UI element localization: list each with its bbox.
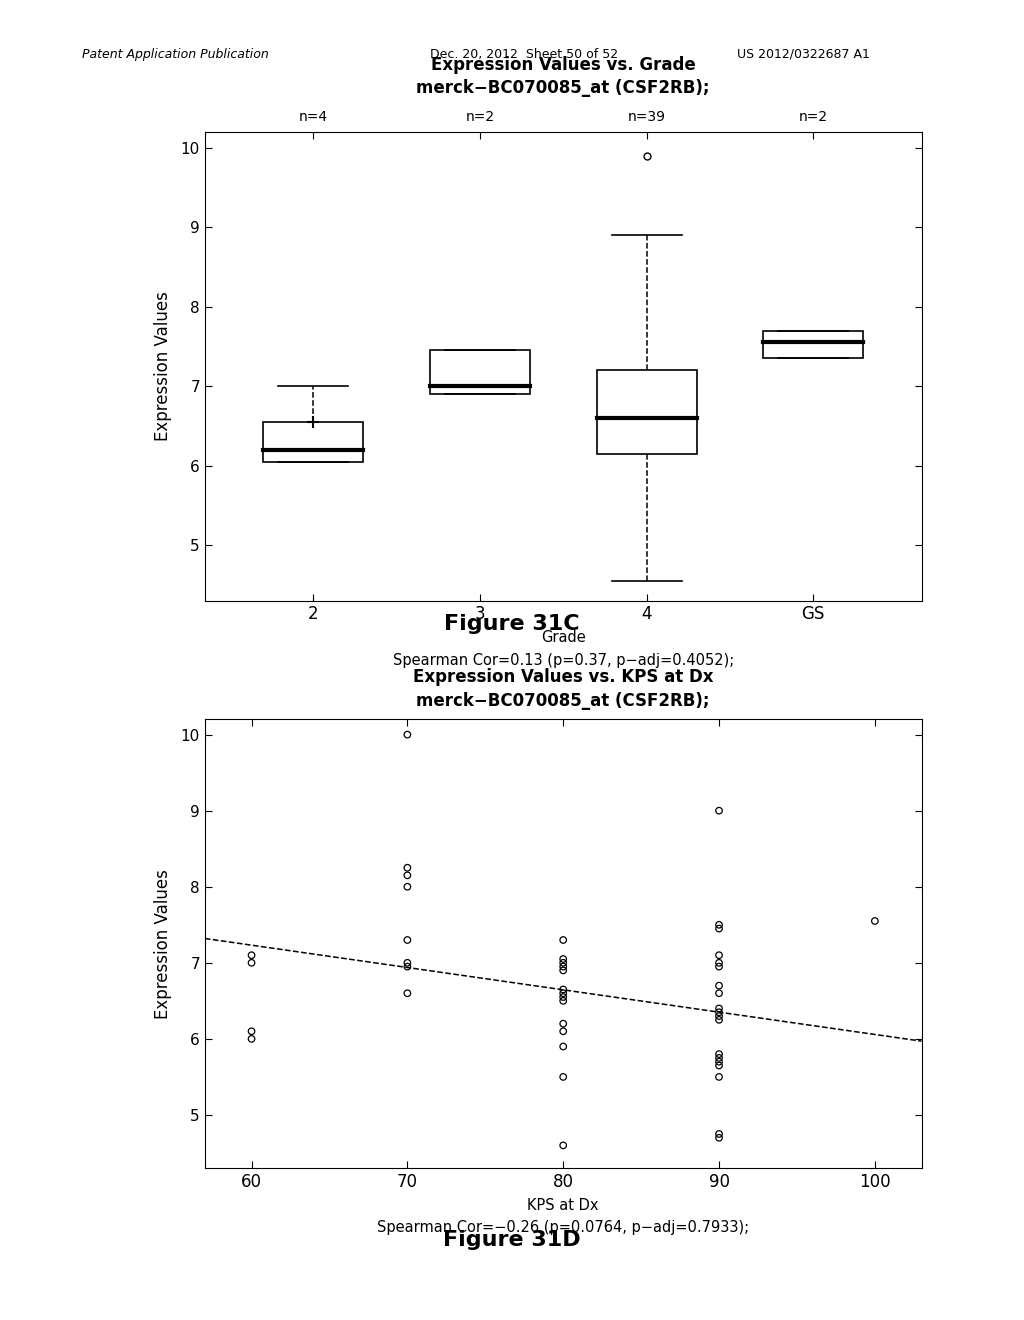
Point [399,929,416,950]
Point [555,960,571,981]
Y-axis label: Expression Values: Expression Values [155,869,172,1019]
Point [711,998,727,1019]
Point [555,990,571,1011]
Point [866,911,883,932]
Text: n=2: n=2 [465,110,495,124]
Title: Expression Values vs. Grade
merck−BC070085_at (CSF2RB);: Expression Values vs. Grade merck−BC0700… [417,55,710,98]
Point [399,725,416,746]
Point [711,975,727,997]
Point [711,917,727,939]
Point [711,1067,727,1088]
Bar [430,350,529,395]
Text: n=2: n=2 [799,110,827,124]
Point [711,952,727,973]
Point [555,982,571,1003]
Point [711,1055,727,1076]
Point [711,1010,727,1031]
Point [555,956,571,977]
Point [711,915,727,936]
Point [555,1014,571,1035]
Point [711,1006,727,1027]
Point [711,956,727,977]
Point [711,945,727,966]
Point [711,1002,727,1023]
Point [555,952,571,973]
Title: Expression Values vs. KPS at Dx
merck−BC070085_at (CSF2RB);: Expression Values vs. KPS at Dx merck−BC… [413,668,714,710]
Point [711,1123,727,1144]
X-axis label: Grade
Spearman Cor=0.13 (p=0.37, p−adj=0.4052);: Grade Spearman Cor=0.13 (p=0.37, p−adj=0… [392,631,734,668]
Point [555,986,571,1007]
Point [399,865,416,886]
Text: n=39: n=39 [628,110,666,124]
Point [711,982,727,1003]
Point [555,1036,571,1057]
Point [555,929,571,950]
Bar [763,330,863,358]
Bar [263,422,364,462]
Text: Patent Application Publication: Patent Application Publication [82,48,268,61]
Point [555,949,571,970]
Text: Dec. 20, 2012  Sheet 50 of 52: Dec. 20, 2012 Sheet 50 of 52 [430,48,618,61]
Point [711,800,727,821]
Bar [597,371,696,454]
Point [399,982,416,1003]
Point [711,1044,727,1065]
Point [244,952,260,973]
Point [555,1020,571,1041]
Point [244,945,260,966]
Point [555,1067,571,1088]
Point [711,1047,727,1068]
Point [555,1135,571,1156]
Point [399,857,416,878]
Text: Figure 31C: Figure 31C [444,614,580,634]
Point [711,1051,727,1072]
Point [244,1028,260,1049]
Point [555,979,571,1001]
Text: US 2012/0322687 A1: US 2012/0322687 A1 [737,48,870,61]
Point [399,876,416,898]
Point [399,952,416,973]
Point [244,1020,260,1041]
Point [711,1127,727,1148]
Point [399,956,416,977]
X-axis label: KPS at Dx
Spearman Cor=−0.26 (p=0.0764, p−adj=0.7933);: KPS at Dx Spearman Cor=−0.26 (p=0.0764, … [377,1199,750,1236]
Y-axis label: Expression Values: Expression Values [155,292,172,441]
Text: n=4: n=4 [299,110,328,124]
Text: Figure 31D: Figure 31D [443,1230,581,1250]
